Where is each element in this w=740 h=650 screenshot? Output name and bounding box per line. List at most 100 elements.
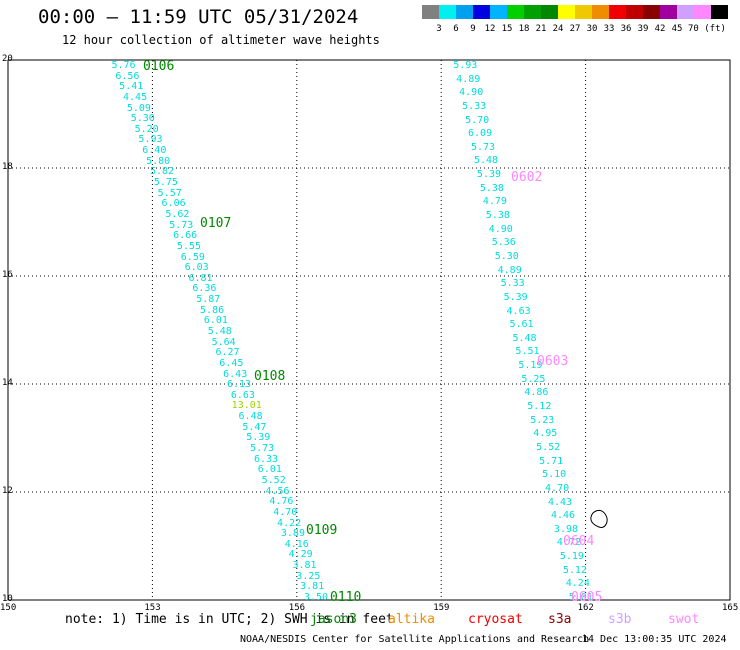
wave-height-value: 5.62 xyxy=(165,208,190,220)
wave-height-value: 5.39 xyxy=(246,432,271,444)
pass-label: 0107 xyxy=(200,216,232,231)
wave-height-value: 5.57 xyxy=(157,187,182,199)
pass-label: 0603 xyxy=(537,354,569,369)
wave-height-value: 6.66 xyxy=(173,230,198,242)
wave-height-value: 5.38 xyxy=(485,210,510,222)
x-tick-label: 159 xyxy=(433,603,450,613)
legend-label: 21 xyxy=(535,24,547,34)
y-tick-label: 12 xyxy=(2,486,13,496)
legend-label: 12 xyxy=(484,24,496,34)
wave-height-value: 4.72 xyxy=(556,537,581,549)
wave-height-value: 6.01 xyxy=(203,315,228,327)
grid-lines xyxy=(8,60,730,600)
wave-height-value: 4.90 xyxy=(459,87,484,99)
plot-frame xyxy=(7,59,731,601)
wave-height-value: 5.48 xyxy=(207,326,232,337)
y-tick-label: 16 xyxy=(2,270,13,280)
wave-height-value: 5.48 xyxy=(512,332,537,344)
wave-height-value: 5.75 xyxy=(153,177,178,189)
legend-swatch xyxy=(609,5,626,19)
wave-height-value: 6.56 xyxy=(115,70,140,82)
pass-label: 0110 xyxy=(330,590,362,605)
y-tick-label: 18 xyxy=(2,162,13,172)
wave-height-value: 4.63 xyxy=(506,305,531,317)
legend-swatch xyxy=(575,5,592,19)
legend-label: 15 xyxy=(501,24,513,34)
wave-height-value: 4.45 xyxy=(123,91,148,103)
wave-height-value: 6.36 xyxy=(192,283,217,295)
legend-swatch xyxy=(456,5,473,19)
wave-height-value: 5.73 xyxy=(250,443,275,455)
wave-height-value: 5.93 xyxy=(138,134,163,146)
wave-height-value: 5.55 xyxy=(176,240,202,252)
wave-height-value: 5.10 xyxy=(542,469,567,481)
wave-height-value: 4.95 xyxy=(533,428,558,440)
y-tick-label: 10 xyxy=(2,594,13,604)
map-subtitle: 12 hour collection of altimeter wave hei… xyxy=(62,33,380,47)
wave-height-value: 6.06 xyxy=(161,198,186,210)
legend-label: 6 xyxy=(453,24,459,34)
legend-swatch xyxy=(677,5,694,19)
wave-height-value: 3.89 xyxy=(280,528,305,540)
wave-height-value: 4.89 xyxy=(456,73,481,85)
legend-swatch xyxy=(626,5,643,19)
satellite-legend: jason3 altika cryosat s3a s3b swot xyxy=(0,612,740,628)
wave-height-value: 5.61 xyxy=(509,319,534,331)
satellite-s3a: s3a xyxy=(548,612,572,627)
wave-height-value: 5.30 xyxy=(494,250,519,262)
wave-height-value: 5.19 xyxy=(559,551,584,563)
wave-height-value: 4.56 xyxy=(265,485,290,497)
wave-height-value: 5.19 xyxy=(518,360,543,372)
legend-label: 39 xyxy=(637,24,649,34)
wave-height-value: 5.20 xyxy=(134,123,159,135)
legend-swatch xyxy=(711,5,728,19)
legend-swatch xyxy=(592,5,609,19)
satellite-jason3: jason3 xyxy=(310,612,357,627)
pass-label: 0605 xyxy=(571,590,603,605)
wave-height-value: 5.64 xyxy=(211,336,236,348)
wave-height-value: 5.39 xyxy=(476,169,501,181)
pass-label: 0109 xyxy=(306,523,338,538)
legend-label: 3 xyxy=(436,24,442,34)
wave-height-value: 5.48 xyxy=(473,155,499,167)
wave-height-value: 5.47 xyxy=(242,421,267,433)
wave-height-value: 4.16 xyxy=(284,538,309,550)
credit-line: NOAA/NESDIS Center for Satellite Applica… xyxy=(240,634,590,645)
wave-height-value: 5.71 xyxy=(539,455,564,467)
satellite-altika: altika xyxy=(388,612,435,627)
wave-height-value: 5.73 xyxy=(470,141,496,153)
wave-height-value: 6.01 xyxy=(257,464,282,476)
wave-height-value: 5.30 xyxy=(130,113,155,125)
legend-swatch xyxy=(694,5,711,19)
wave-height-value: 4.24 xyxy=(565,578,590,590)
wave-height-value: 5.39 xyxy=(503,291,528,303)
satellite-cryosat: cryosat xyxy=(468,612,523,627)
legend-label: 9 xyxy=(470,24,476,34)
wave-height-value: 6.63 xyxy=(230,389,255,401)
wave-height-value: 5.52 xyxy=(536,441,561,453)
wave-height-value: 6.48 xyxy=(238,411,263,423)
wave-height-value: 3.81 xyxy=(292,560,317,572)
wave-height-value: 13.01 xyxy=(231,400,262,412)
legend-label: 18 xyxy=(518,24,530,34)
x-tick-label: 150 xyxy=(0,603,17,613)
legend-swatch xyxy=(439,5,456,19)
wave-height-value: 5.73 xyxy=(169,219,194,231)
satellite-s3b: s3b xyxy=(608,612,632,627)
wave-height-value: 6.81 xyxy=(188,272,213,284)
wave-height-value: 5.86 xyxy=(200,304,225,316)
wave-height-value: 5.70 xyxy=(465,114,490,126)
wave-height-value: 6.33 xyxy=(253,453,279,465)
wave-height-value: 5.01 xyxy=(568,592,593,603)
wave-height-value: 6.43 xyxy=(223,368,248,380)
wave-height-value: 5.12 xyxy=(527,401,552,413)
wave-height-value: 6.59 xyxy=(180,251,205,263)
wave-height-value: 5.09 xyxy=(126,102,151,114)
wave-height-value: 3.81 xyxy=(300,581,325,593)
legend-label: 24 xyxy=(552,24,564,34)
wave-height-value: 5.23 xyxy=(530,414,555,426)
wave-height-value: 4.70 xyxy=(545,482,570,494)
wave-height-value: 6.40 xyxy=(142,145,167,157)
legend-label: 42 xyxy=(654,24,666,34)
pass-label: 0106 xyxy=(143,59,175,74)
